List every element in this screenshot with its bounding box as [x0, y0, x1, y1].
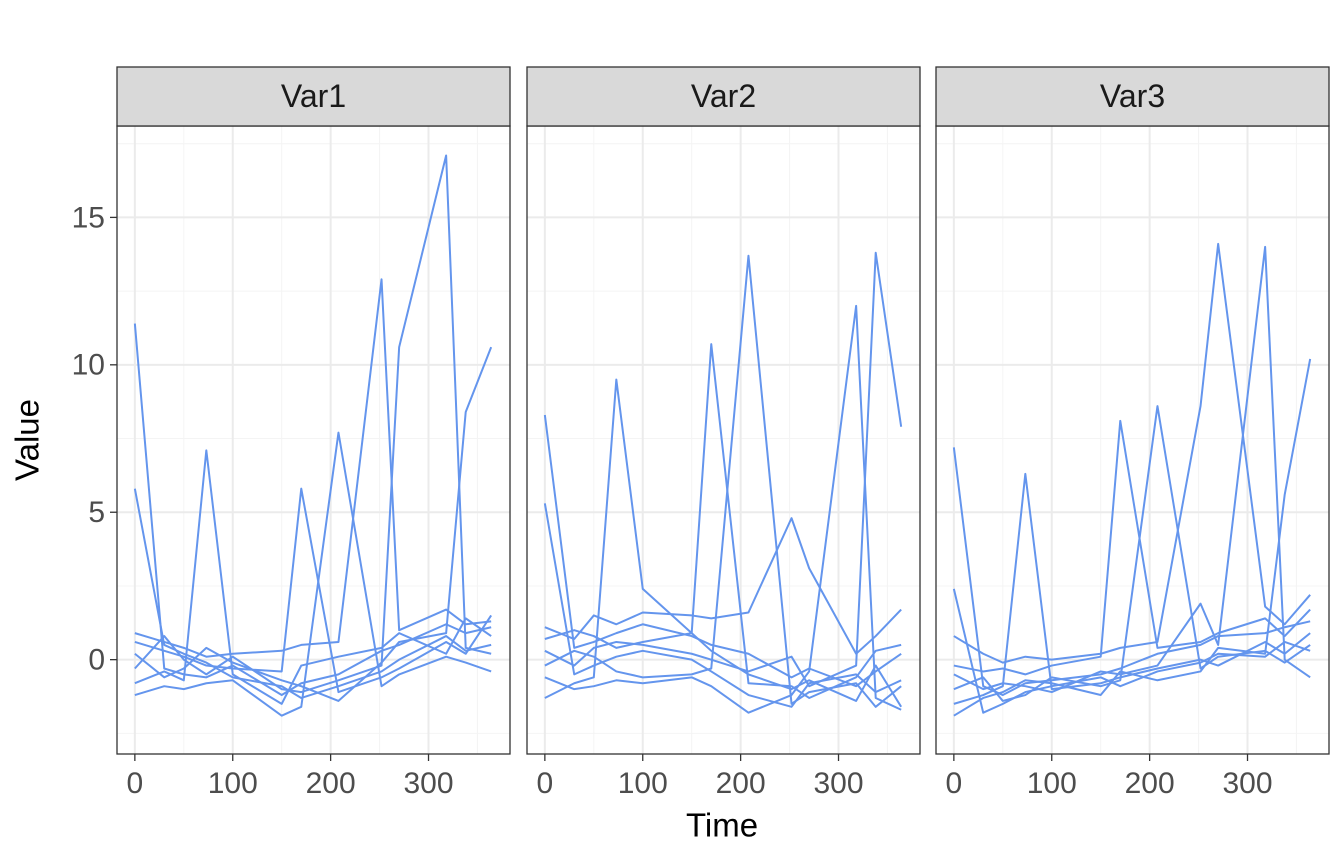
y-tick-label: 10	[72, 349, 105, 382]
data-line	[953, 419, 1311, 676]
x-tick-label: 0	[127, 767, 144, 800]
data-line	[952, 588, 1311, 714]
data-line	[544, 343, 902, 699]
data-line	[134, 346, 493, 702]
strip-label: Var1	[281, 78, 346, 114]
data-line	[134, 431, 492, 717]
x-tick-label: 200	[1125, 767, 1175, 800]
data-line	[544, 251, 903, 688]
data-line	[953, 245, 1311, 694]
strip-label: Var2	[691, 78, 756, 114]
data-line	[953, 358, 1312, 717]
data-line	[544, 304, 902, 714]
x-tick-label: 300	[1222, 767, 1272, 800]
y-tick-label: 15	[72, 201, 105, 234]
panel: Var3 0 100 200 300	[935, 66, 1330, 800]
x-axis-title: Time	[686, 807, 758, 844]
y-tick-label: 5	[88, 496, 105, 529]
x-tick-label: 200	[306, 767, 356, 800]
data-line	[953, 242, 1311, 664]
y-tick-label: 0	[88, 644, 105, 677]
panel-background	[117, 126, 510, 754]
data-line	[134, 487, 492, 694]
data-line	[543, 414, 902, 688]
data-line	[134, 154, 492, 694]
panel: Var2 0 100 200 300	[526, 66, 921, 800]
data-line	[544, 378, 903, 708]
strip	[526, 66, 921, 127]
data-line	[952, 447, 1311, 697]
data-line	[133, 488, 492, 699]
x-tick-label: 200	[716, 767, 766, 800]
y-axis-title: Value	[9, 399, 46, 481]
x-tick-label: 100	[618, 767, 668, 800]
data-line	[134, 449, 492, 705]
data-line	[544, 254, 902, 708]
x-tick-label: 0	[946, 767, 963, 800]
x-tick-label: 300	[813, 767, 863, 800]
panel: Var1 0 100 200 300 0 5 10 15	[72, 66, 511, 800]
x-tick-label: 100	[1027, 767, 1077, 800]
strip	[935, 66, 1330, 127]
x-tick-label: 0	[537, 767, 554, 800]
x-tick-label: 100	[208, 767, 258, 800]
strip	[116, 66, 511, 127]
panel-background	[936, 126, 1329, 754]
strip-label: Var3	[1100, 78, 1165, 114]
x-tick-label: 300	[403, 767, 453, 800]
data-line	[134, 278, 492, 658]
